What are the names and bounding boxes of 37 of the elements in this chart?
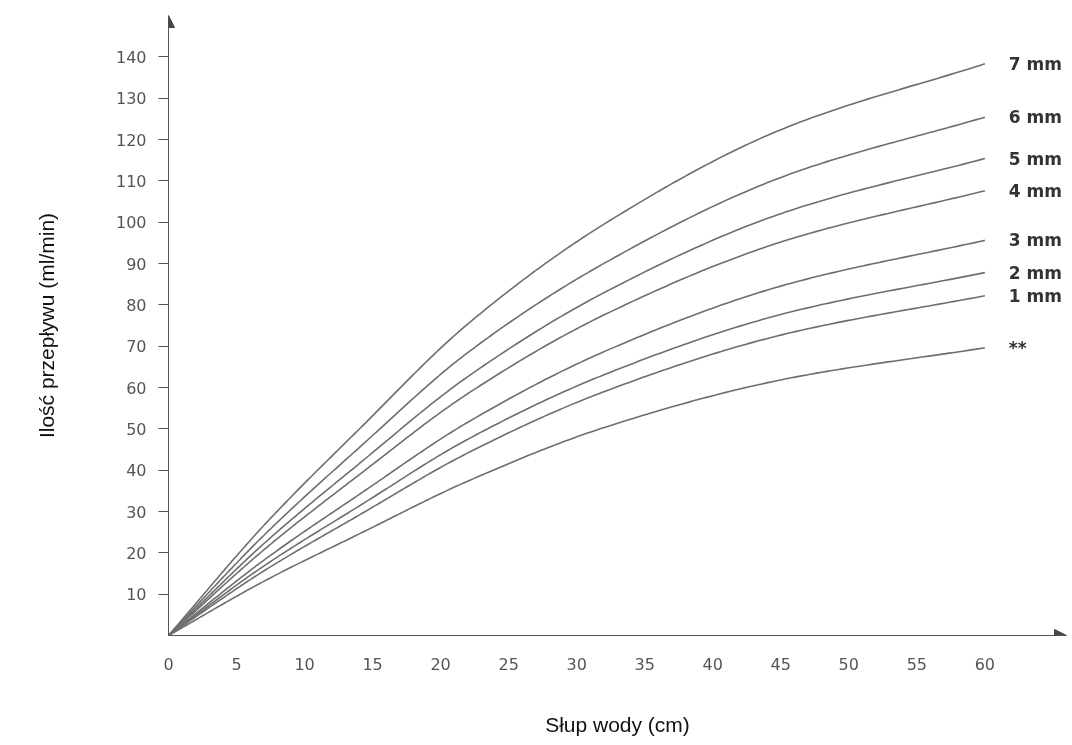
x-tick-label: 35	[634, 654, 655, 674]
x-tick-label: 55	[906, 654, 928, 674]
x-tick-label: 30	[566, 654, 587, 674]
x-tick-label: 40	[702, 654, 723, 674]
y-tick-label: 20	[126, 543, 147, 563]
y-tick-label: 40	[126, 461, 147, 481]
series-label: 4 mm	[1008, 180, 1063, 201]
y-tick-label: 90	[126, 254, 147, 274]
series-label: 2 mm	[1008, 262, 1063, 283]
x-tick-label: 60	[974, 654, 996, 674]
y-tick-label: 100	[115, 213, 147, 233]
x-tick-label: 0	[163, 654, 174, 674]
y-axis-title: Ilość przepływu (ml/min)	[34, 212, 58, 439]
series-label: 1 mm	[1008, 285, 1063, 306]
y-tick-label: 130	[115, 89, 147, 109]
x-tick-label: 20	[430, 654, 451, 674]
series-label: **	[1008, 337, 1027, 358]
y-tick-label: 50	[126, 419, 147, 439]
x-tick-label: 10	[294, 654, 315, 674]
y-tick-label: 70	[126, 337, 147, 357]
x-tick-label: 25	[498, 654, 519, 674]
x-tick-label: 50	[838, 654, 859, 674]
x-tick-label: 15	[362, 654, 383, 674]
x-tick-label: 45	[770, 654, 791, 674]
y-tick-label: 30	[126, 502, 147, 522]
y-tick-label: 80	[126, 295, 147, 315]
y-tick-label: 140	[115, 47, 147, 67]
series-label: 3 mm	[1008, 230, 1063, 251]
series-label: 6 mm	[1008, 107, 1063, 128]
series-label: 7 mm	[1008, 53, 1063, 74]
series-label: 5 mm	[1008, 148, 1063, 169]
y-tick-label: 110	[115, 171, 147, 191]
x-axis-title: Słup wody (cm)	[545, 712, 690, 736]
y-tick-label: 60	[126, 378, 147, 398]
y-tick-label: 10	[126, 585, 147, 605]
x-tick-label: 5	[231, 654, 242, 674]
y-tick-label: 120	[115, 130, 147, 150]
